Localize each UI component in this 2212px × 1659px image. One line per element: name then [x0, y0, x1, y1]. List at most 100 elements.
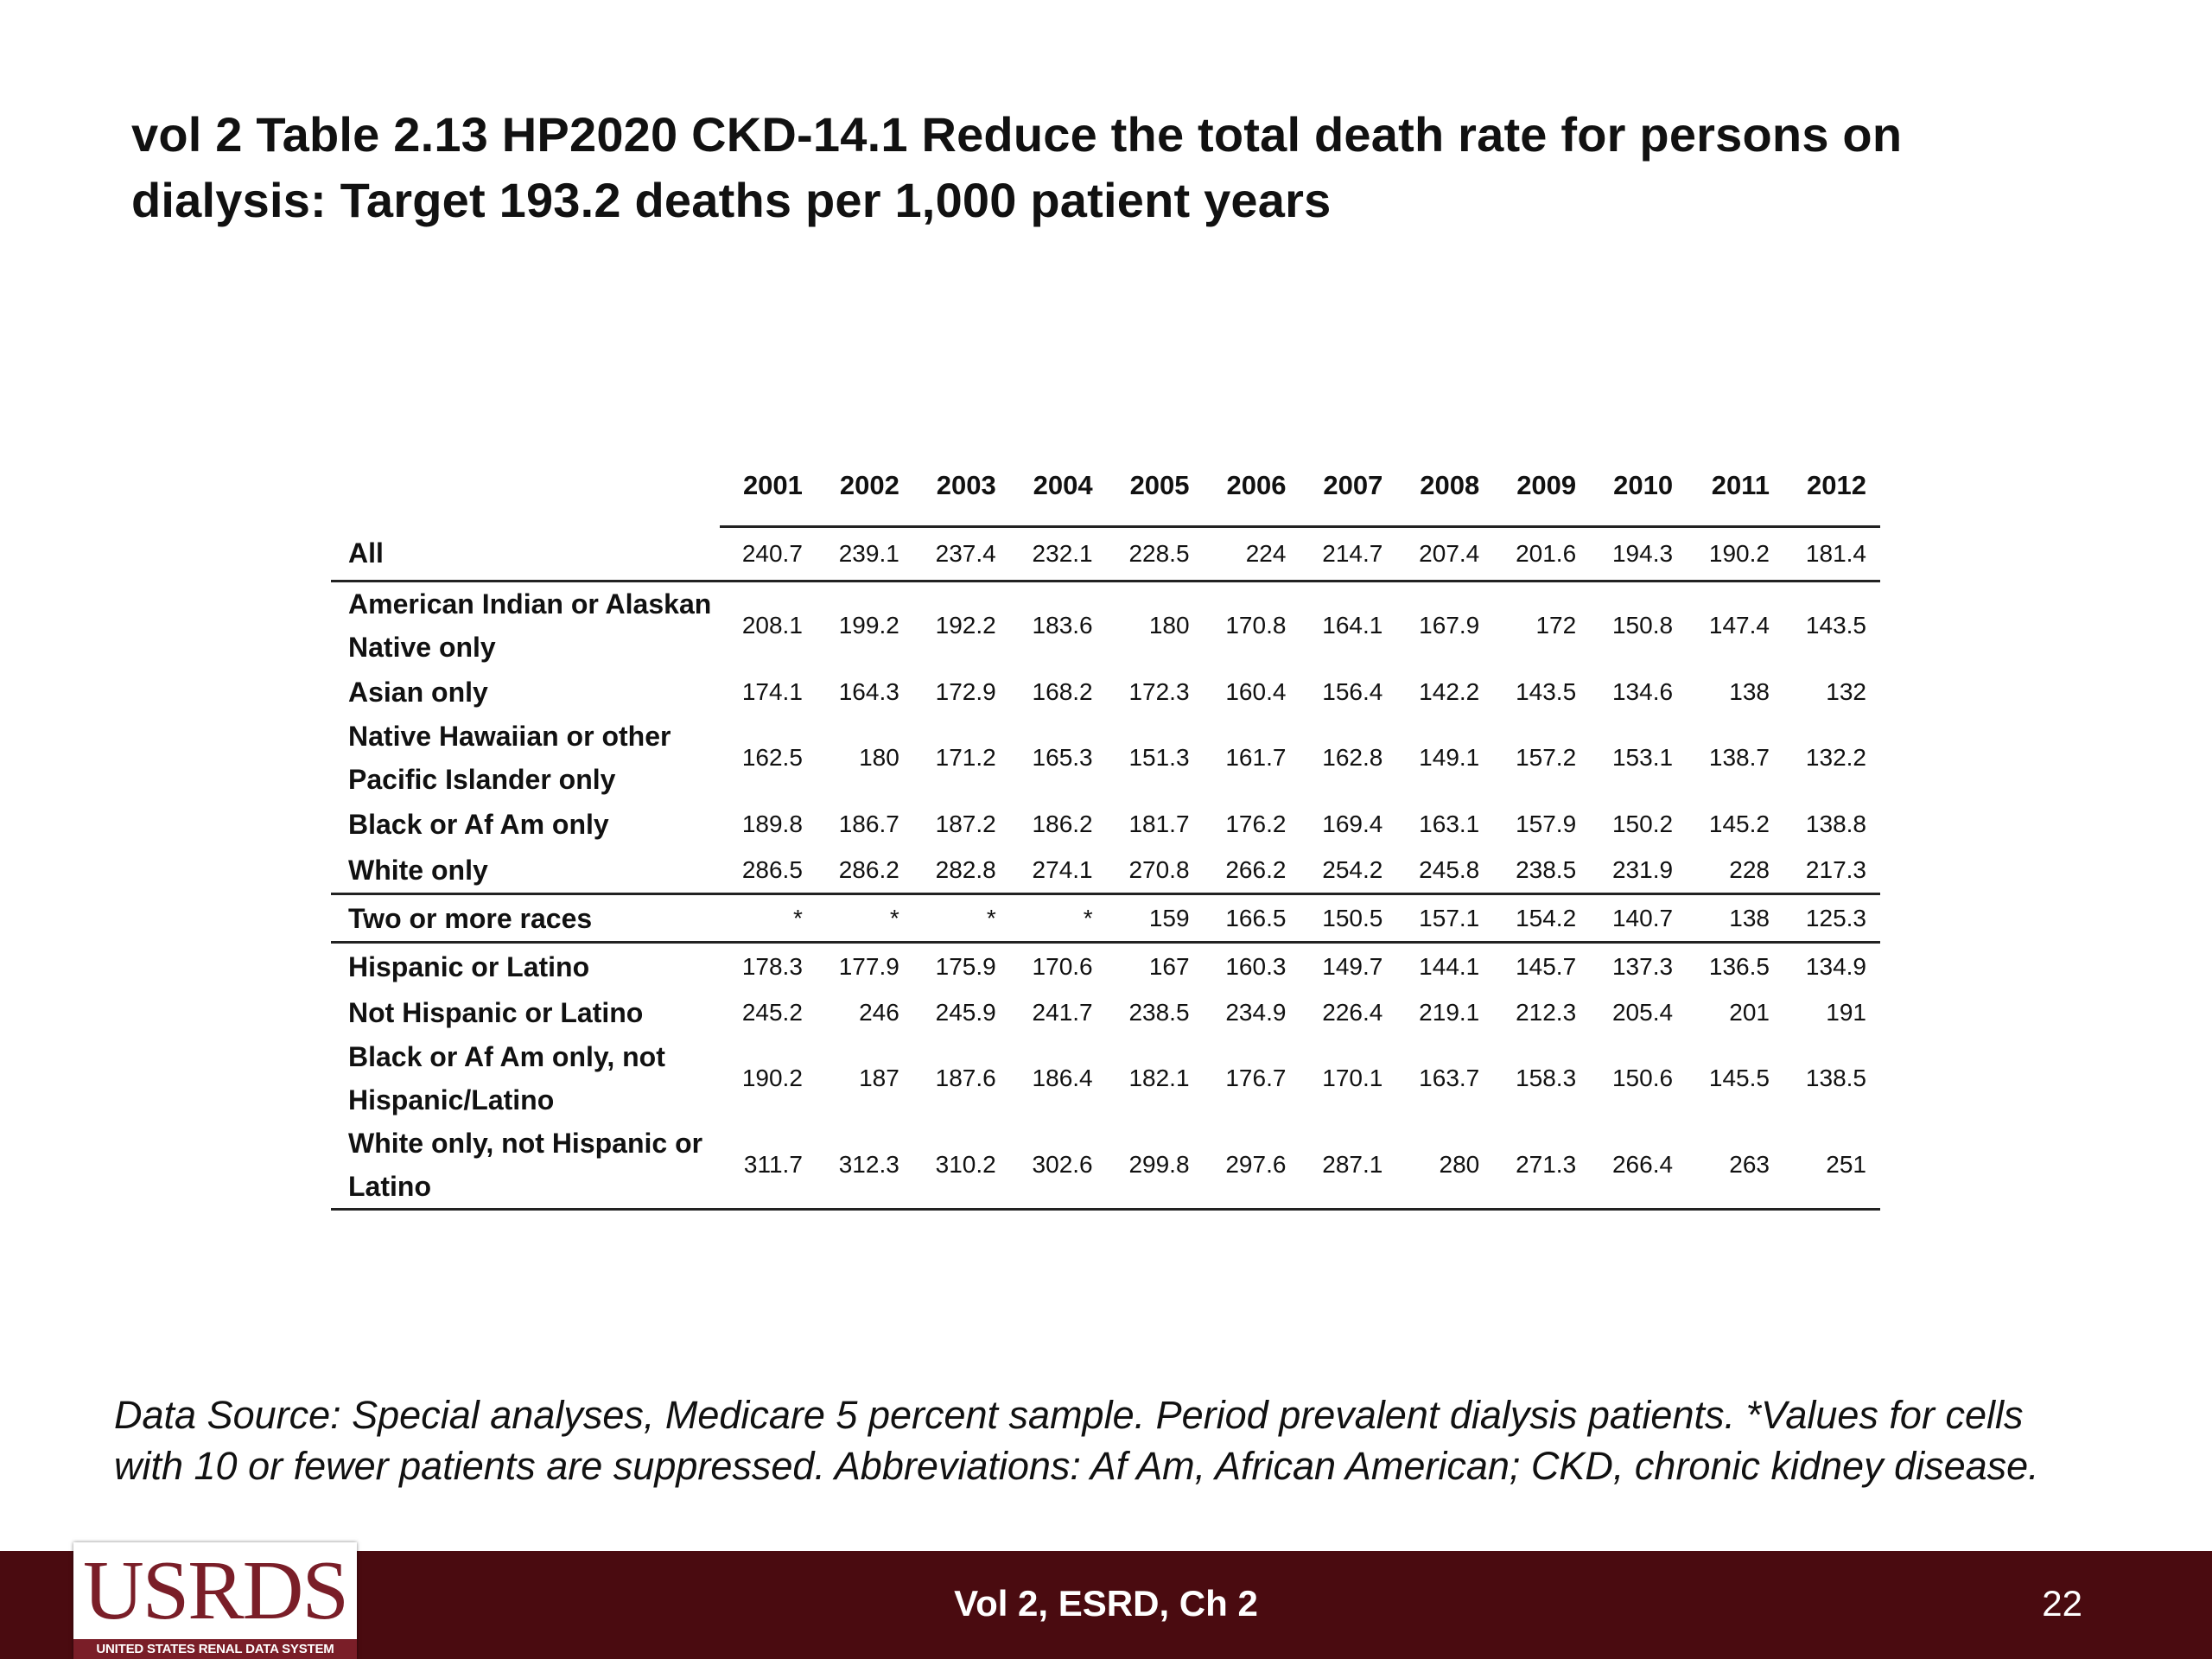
table-cell: 254.2 [1300, 847, 1397, 895]
year-header: 2007 [1323, 470, 1383, 500]
table-cell: 205.4 [1611, 998, 1674, 1026]
footer-chapter-label: Vol 2, ESRD, Ch 2 [954, 1583, 1258, 1624]
header-rule [331, 515, 1880, 528]
table-cell: 228 [1687, 847, 1783, 895]
table-cell: 160.3 [1225, 952, 1287, 980]
table-cell: 187.2 [935, 810, 996, 837]
table-cell: 180 [1148, 612, 1190, 639]
table-cell: 266.2 [1203, 847, 1300, 895]
table-cell: 270.8 [1106, 847, 1204, 895]
table-cell: 162.8 [1322, 744, 1383, 771]
table-cell: 171.2 [935, 744, 996, 771]
table-cell: 167 [1148, 952, 1190, 980]
table-cell: 174.1 [741, 677, 803, 705]
table-cell: 194.3 [1590, 526, 1688, 582]
table-cell: 274.1 [1009, 847, 1107, 895]
table-cell: 302.6 [1009, 1122, 1107, 1211]
slide-title: vol 2 Table 2.13 HP2020 CKD-14.1 Reduce … [131, 107, 1903, 227]
table-row: Hispanic or Latino 178.3 177.9 175.9 170.6 16… [331, 943, 1880, 990]
table-cell: 201 [1729, 998, 1770, 1026]
row-label: Native Hawaiian or other Pacific Islande… [348, 721, 671, 795]
table-cell: 297.6 [1203, 1122, 1300, 1211]
table-cell: 170.8 [1225, 612, 1287, 639]
table-cell: 145.2 [1708, 810, 1770, 837]
table-cell: 239.1 [816, 526, 913, 582]
table-cell: 207.4 [1396, 526, 1494, 582]
table-cell: 282.8 [912, 847, 1010, 895]
table-cell: 224 [1203, 526, 1300, 582]
table-cell: 228.5 [1106, 526, 1204, 582]
table-cell: * [816, 893, 913, 944]
year-header: 2011 [1711, 470, 1770, 500]
row-label: White only, not Hispanic or Latino [331, 1122, 720, 1211]
table-cell: 234.9 [1225, 998, 1287, 1026]
table-cell: 147.4 [1708, 612, 1770, 639]
table-cell: 186.7 [838, 810, 899, 837]
row-label: White only [331, 847, 720, 895]
table-cell: 226.4 [1322, 998, 1383, 1026]
row-header-corner [331, 456, 720, 515]
table-cell: 245.2 [741, 998, 803, 1026]
table-cell: 164.1 [1322, 612, 1383, 639]
table-cell: 150.5 [1300, 893, 1397, 944]
table-cell: 151.3 [1128, 744, 1190, 771]
table-cell: 144.1 [1419, 952, 1480, 980]
table-cell: 245.8 [1396, 847, 1494, 895]
table-cell: 138 [1687, 893, 1783, 944]
table-row: American Indian or Alaskan Native only 20… [331, 582, 1880, 670]
table-cell: 143.5 [1516, 677, 1577, 705]
table-cell: 143.5 [1805, 612, 1866, 639]
death-rate-table: 2001 2002 2003 2004 2005 2006 2007 2008 … [331, 456, 1880, 1211]
table-cell: 132.2 [1805, 744, 1866, 771]
table-cell: 150.8 [1611, 612, 1674, 639]
table-cell: 167.9 [1419, 612, 1480, 639]
table-cell: 219.1 [1419, 998, 1480, 1026]
table-cell: 137.3 [1611, 952, 1674, 980]
table-cell: 182.1 [1128, 1065, 1190, 1091]
table-cell: 165.3 [1032, 744, 1093, 771]
table-cell: 163.1 [1419, 810, 1480, 837]
year-header: 2009 [1516, 470, 1577, 500]
table-row: All 240.7 239.1 237.4 232.1 228.5 224 214.7 207.… [331, 526, 1880, 582]
table-cell: 159 [1106, 893, 1204, 944]
table-cell: 238.5 [1493, 847, 1591, 895]
table-cell: 134.9 [1805, 952, 1866, 980]
table-cell: 150.2 [1611, 810, 1674, 837]
table-cell: 157.9 [1516, 810, 1577, 837]
table-cell: 186.2 [1032, 810, 1093, 837]
table-cell: 164.3 [838, 677, 899, 705]
footer-bar [0, 1551, 2212, 1659]
table-cell: 312.3 [816, 1122, 913, 1211]
year-header: 2002 [839, 470, 899, 500]
year-header: 2001 [742, 470, 803, 500]
table-cell: 170.1 [1322, 1065, 1383, 1091]
table-cell: 153.1 [1611, 744, 1674, 771]
table-row: White only 286.5 286.2 282.8 274.1 270.8 266.2… [331, 847, 1880, 895]
table-cell: 162.5 [741, 744, 803, 771]
table-cell: 172.3 [1128, 677, 1190, 705]
table-cell: 187 [859, 1065, 899, 1091]
table-cell: 214.7 [1300, 526, 1397, 582]
table-cell: 138.7 [1708, 744, 1770, 771]
table-cell: 192.2 [935, 612, 996, 639]
table-cell: 286.2 [816, 847, 913, 895]
table-cell: 170.6 [1032, 952, 1093, 980]
table-cell: 246 [859, 998, 899, 1026]
table-cell: 154.2 [1493, 893, 1591, 944]
table-cell: 163.7 [1419, 1065, 1480, 1091]
table-cell: 201.6 [1493, 526, 1591, 582]
table-cell: 238.5 [1128, 998, 1190, 1026]
table-cell: 136.5 [1708, 952, 1770, 980]
table-cell: 310.2 [912, 1122, 1010, 1211]
table-row: Asian only 174.1 164.3 172.9 168.2 172.3 160.4… [331, 669, 1880, 715]
row-label: Two or more races [331, 893, 720, 944]
row-label: Black or Af Am only [348, 808, 609, 840]
table-cell: 199.2 [838, 612, 899, 639]
table-cell: 134.6 [1611, 677, 1674, 705]
table-cell: 240.7 [720, 526, 817, 582]
table-cell: 237.4 [912, 526, 1010, 582]
table-cell: 190.2 [1687, 526, 1783, 582]
table-cell: 177.9 [838, 952, 899, 980]
table-cell: 311.7 [720, 1122, 817, 1211]
table-cell: 190.2 [741, 1065, 803, 1091]
